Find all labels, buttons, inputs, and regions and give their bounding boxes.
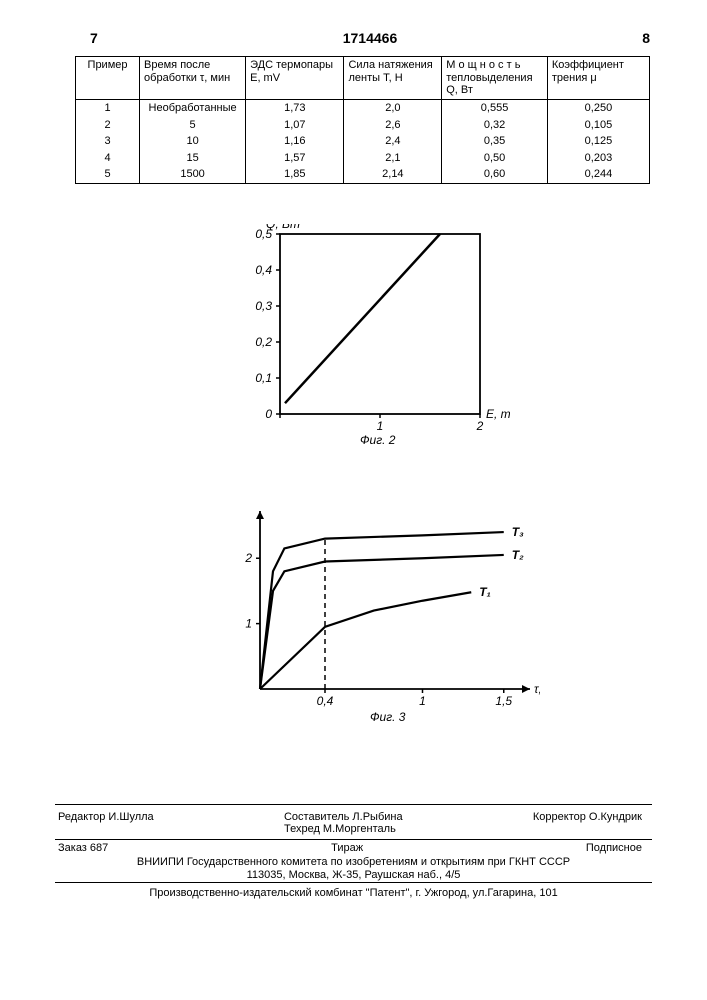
table-cell: 3	[76, 133, 140, 150]
table-row: 3101,162,40,350,125	[76, 133, 650, 150]
table-cell: 2,1	[344, 150, 442, 167]
order-label: Заказ 687	[58, 842, 108, 854]
table-cell: 2,6	[344, 117, 442, 134]
table-cell: 0,32	[442, 117, 548, 134]
svg-text:T₁: T₁	[479, 585, 491, 599]
page: 7 1714466 8 Пример Время после обработки…	[0, 0, 707, 899]
addr1: 113035, Москва, Ж-35, Раушская наб., 4/5	[60, 869, 647, 881]
doc-number: 1714466	[343, 30, 398, 46]
svg-text:0,4: 0,4	[255, 263, 272, 277]
table-cell: 2,14	[344, 166, 442, 183]
table-cell: 0,250	[547, 99, 649, 116]
editor-label: Редактор И.Шулла	[58, 811, 154, 835]
credits-mid: Составитель Л.Рыбина Техред М.Моргенталь	[284, 811, 403, 835]
table-cell: 1,73	[246, 99, 344, 116]
table-cell: 5	[140, 117, 246, 134]
org2: Производственно-издательский комбинат "П…	[60, 887, 647, 899]
table-header-row: Пример Время после обработки τ, мин ЭДС …	[76, 57, 650, 100]
table-body: 1Необработанные1,732,00,5550,250251,072,…	[76, 99, 650, 183]
table-cell: 2	[76, 117, 140, 134]
table-cell: 0,60	[442, 166, 548, 183]
svg-text:Q, Вт: Q, Вт	[266, 224, 300, 231]
table-cell: 1500	[140, 166, 246, 183]
table-cell: 0,35	[442, 133, 548, 150]
tirazh-label: Тираж	[331, 842, 363, 854]
header-row: 7 1714466 8	[90, 30, 650, 46]
svg-text:2: 2	[244, 551, 252, 565]
svg-text:E, mV: E, mV	[252, 509, 286, 510]
table-row: 515001,852,140,600,244	[76, 166, 650, 183]
table-cell: 0,50	[442, 150, 548, 167]
table-row: 1Необработанные1,732,00,5550,250	[76, 99, 650, 116]
org1: ВНИИПИ Государственного комитета по изоб…	[60, 856, 647, 868]
svg-text:T₃: T₃	[512, 525, 524, 539]
table-cell: 1	[76, 99, 140, 116]
chart-svg-fig2: 00,10,20,30,40,512Q, ВтE, mVФиг. 2	[230, 224, 510, 454]
svg-text:τ, мин: τ, мин	[534, 682, 540, 696]
svg-text:Фиг. 2: Фиг. 2	[360, 433, 396, 447]
svg-text:0,4: 0,4	[317, 694, 334, 708]
table-cell: 1,57	[246, 150, 344, 167]
col-header: М о щ н о с т ь тепловыделения Q, Вт	[442, 57, 548, 100]
chart-svg-fig3: 1 2 0,4 1 1,5 T₃ T₂ T₁ E, mV τ, мин Фиг. 3	[200, 509, 540, 729]
svg-text:E, mV: E, mV	[486, 407, 510, 421]
techred-label: Техред М.Моргенталь	[284, 823, 396, 835]
order-row: Заказ 687 Тираж Подписное	[58, 842, 642, 854]
col-header: Пример	[76, 57, 140, 100]
table-cell: 4	[76, 150, 140, 167]
svg-text:2: 2	[476, 419, 484, 433]
col-header: ЭДС термопары E, mV	[246, 57, 344, 100]
chart-fig2: 00,10,20,30,40,512Q, ВтE, mVФиг. 2	[230, 224, 707, 459]
table-cell: 0,125	[547, 133, 649, 150]
table-cell: 1,07	[246, 117, 344, 134]
divider	[55, 882, 652, 883]
svg-text:0,3: 0,3	[255, 299, 272, 313]
table-cell: Необработанные	[140, 99, 246, 116]
corrector-label: Корректор О.Кундрик	[533, 811, 642, 835]
chart-fig3: 1 2 0,4 1 1,5 T₃ T₂ T₁ E, mV τ, мин Фиг. 3	[200, 509, 707, 734]
table-cell: 2,0	[344, 99, 442, 116]
table-cell: 0,555	[442, 99, 548, 116]
table-cell: 0,244	[547, 166, 649, 183]
col-header: Коэффициент трения μ	[547, 57, 649, 100]
data-table: Пример Время после обработки τ, мин ЭДС …	[75, 56, 650, 184]
table-cell: 15	[140, 150, 246, 167]
table-cell: 0,105	[547, 117, 649, 134]
table-cell: 2,4	[344, 133, 442, 150]
page-right: 8	[642, 30, 650, 46]
svg-text:0,1: 0,1	[255, 371, 272, 385]
svg-text:1: 1	[419, 694, 426, 708]
divider	[55, 839, 652, 840]
svg-text:1,5: 1,5	[495, 694, 512, 708]
podpis-label: Подписное	[586, 842, 642, 854]
col-header: Сила натяжения ленты T, Н	[344, 57, 442, 100]
table-row: 251,072,60,320,105	[76, 117, 650, 134]
svg-text:1: 1	[245, 617, 252, 631]
credits-row: Редактор И.Шулла Составитель Л.Рыбина Те…	[58, 811, 642, 835]
divider	[55, 804, 652, 805]
col-header: Время после обработки τ, мин	[140, 57, 246, 100]
footer: Редактор И.Шулла Составитель Л.Рыбина Те…	[0, 804, 707, 899]
table-cell: 1,16	[246, 133, 344, 150]
table-cell: 1,85	[246, 166, 344, 183]
svg-text:0: 0	[265, 407, 272, 421]
svg-text:1: 1	[377, 419, 384, 433]
page-left: 7	[90, 30, 98, 46]
svg-text:0,2: 0,2	[255, 335, 272, 349]
table-cell: 5	[76, 166, 140, 183]
table-row: 4151,572,10,500,203	[76, 150, 650, 167]
table-cell: 0,203	[547, 150, 649, 167]
table-cell: 10	[140, 133, 246, 150]
svg-text:T₂: T₂	[512, 548, 524, 562]
compiler-label: Составитель Л.Рыбина	[284, 811, 403, 823]
svg-text:Фиг. 3: Фиг. 3	[370, 710, 406, 724]
